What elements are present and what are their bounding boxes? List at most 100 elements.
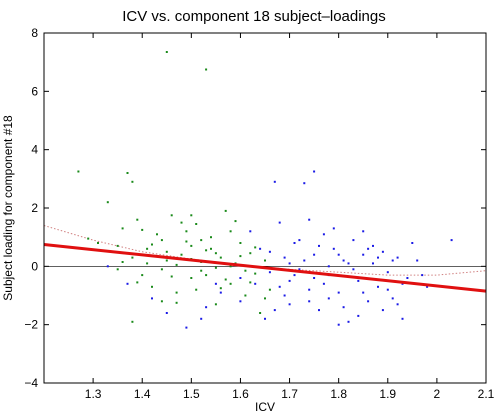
scatter-point bbox=[347, 262, 350, 265]
scatter-point bbox=[121, 227, 124, 230]
scatter-point bbox=[283, 256, 286, 259]
y-tick-label: −4 bbox=[24, 376, 38, 390]
scatter-point bbox=[268, 250, 271, 253]
scatter-point bbox=[327, 265, 330, 268]
x-tick-label: 1.4 bbox=[134, 387, 151, 401]
plot-area bbox=[44, 33, 486, 383]
scatter-point bbox=[190, 277, 193, 279]
scatter-point bbox=[347, 320, 350, 323]
scatter-point bbox=[337, 253, 340, 256]
scatter-point bbox=[224, 209, 227, 212]
scatter-point bbox=[313, 170, 316, 173]
scatter-point bbox=[151, 285, 153, 288]
y-tick-label: 6 bbox=[31, 84, 38, 98]
scatter-point bbox=[386, 288, 389, 291]
x-tick-label: 1.9 bbox=[379, 387, 396, 401]
chart-title: ICV vs. component 18 subject–loadings bbox=[122, 8, 386, 25]
scatter-point bbox=[219, 291, 222, 294]
scatter-point bbox=[146, 262, 149, 265]
scatter-point bbox=[136, 281, 139, 284]
regression-line bbox=[43, 242, 487, 293]
scatter-point bbox=[180, 253, 183, 256]
scatter-point bbox=[391, 297, 394, 300]
x-axis-label: ICV bbox=[255, 400, 275, 414]
scatter-point bbox=[131, 256, 134, 259]
scatter-point bbox=[156, 233, 158, 236]
scatter-point bbox=[205, 68, 208, 71]
scatter-point bbox=[259, 312, 262, 314]
scatter-point bbox=[426, 285, 429, 288]
scatter-point bbox=[205, 274, 208, 277]
scatter-point bbox=[151, 297, 153, 300]
scatter-point bbox=[372, 262, 374, 265]
scatter-point bbox=[352, 239, 355, 242]
scatter-point bbox=[234, 220, 237, 223]
scatter-point bbox=[249, 281, 252, 284]
scatter-point bbox=[401, 317, 404, 320]
scatter-point bbox=[372, 244, 374, 247]
y-tick-label: 4 bbox=[31, 143, 38, 157]
scatter-point bbox=[362, 230, 365, 233]
scatter-point bbox=[210, 247, 212, 250]
scatter-point bbox=[185, 240, 188, 243]
scatter-point bbox=[254, 282, 257, 285]
scatter-point bbox=[160, 300, 163, 303]
scatter-point bbox=[244, 269, 247, 272]
scatter-point bbox=[381, 250, 384, 253]
scatter-point bbox=[229, 282, 232, 285]
scatter-point bbox=[175, 291, 178, 294]
scatter-point bbox=[175, 301, 178, 304]
scatter-point bbox=[357, 314, 360, 317]
scatter-point bbox=[214, 252, 217, 255]
scatter-point bbox=[239, 255, 242, 258]
scatter-point bbox=[249, 230, 252, 233]
scatter-point bbox=[254, 272, 257, 275]
scatter-point bbox=[264, 317, 266, 320]
scatter-point bbox=[313, 277, 316, 279]
scatter-point bbox=[244, 294, 247, 297]
scatter-point bbox=[308, 218, 311, 221]
scatter-point bbox=[268, 271, 271, 274]
scatter-point bbox=[170, 275, 173, 278]
scatter-point bbox=[308, 300, 311, 303]
scatter-point bbox=[141, 274, 144, 277]
scatter-point bbox=[337, 291, 340, 294]
scatter-point bbox=[416, 259, 419, 262]
scatter-point bbox=[239, 242, 242, 244]
scatter-point bbox=[278, 221, 281, 224]
scatter-point bbox=[165, 51, 168, 53]
scatter-point bbox=[273, 180, 276, 183]
scatter-point bbox=[180, 221, 183, 224]
scatter-point bbox=[278, 285, 281, 288]
scatter-point bbox=[141, 228, 144, 231]
scatter-point bbox=[421, 274, 424, 277]
x-tick-label: 1.7 bbox=[281, 387, 298, 401]
scatter-point bbox=[367, 300, 370, 303]
scatter-point bbox=[87, 237, 90, 240]
scatter-point bbox=[293, 274, 296, 277]
scatter-point bbox=[264, 259, 266, 262]
scatter-point bbox=[264, 297, 266, 300]
scatter-point bbox=[298, 268, 301, 271]
scatter-point bbox=[219, 287, 222, 290]
scatter-point bbox=[342, 259, 345, 262]
scatter-point bbox=[381, 309, 384, 312]
scatter-point bbox=[337, 323, 340, 326]
scatter-point bbox=[160, 239, 163, 242]
y-tick-label: 2 bbox=[31, 201, 38, 215]
scatter-point bbox=[293, 242, 296, 244]
scatter-point bbox=[200, 269, 203, 272]
scatter-point bbox=[327, 297, 330, 300]
scatter-point bbox=[224, 278, 227, 281]
x-tick-label: 1.8 bbox=[330, 387, 347, 401]
scatter-point bbox=[219, 256, 222, 259]
scatter-point bbox=[288, 279, 291, 282]
x-tick-label: 2 bbox=[434, 387, 441, 401]
scatter-point bbox=[362, 291, 365, 294]
scatter-point bbox=[377, 256, 379, 259]
scatter-point bbox=[322, 282, 325, 285]
scatter-point bbox=[126, 282, 129, 285]
scatter-point bbox=[214, 303, 217, 306]
scatter-point bbox=[229, 265, 232, 268]
